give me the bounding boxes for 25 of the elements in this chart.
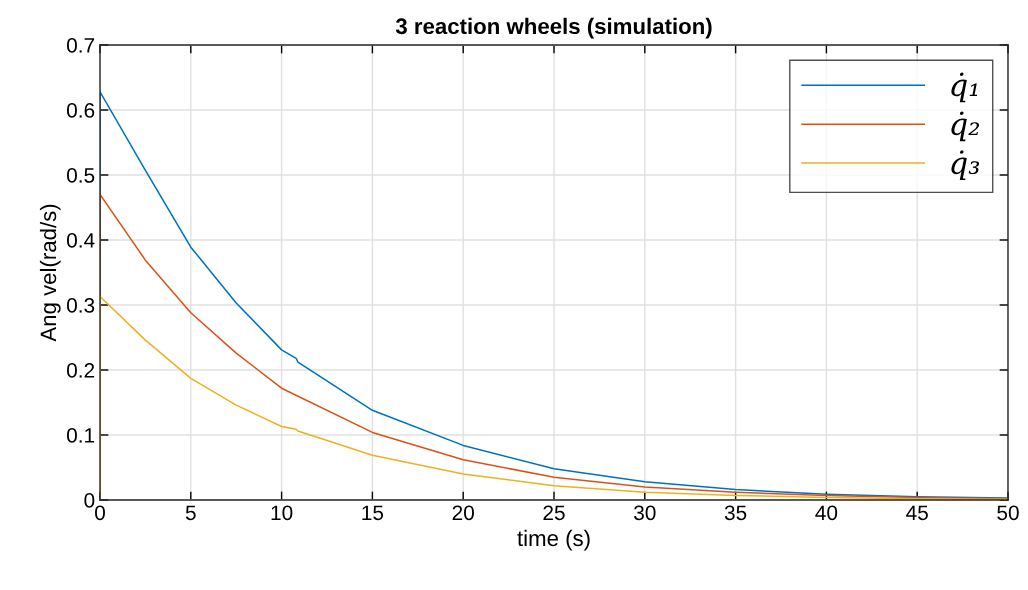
y-tick-label: 0.7 (66, 38, 95, 53)
y-tick-label: 0.3 (66, 298, 95, 313)
x-axis-title: time (s) (517, 529, 590, 551)
chart-title: 3 reaction wheels (simulation) (395, 17, 712, 39)
legend-label: q̇₃ (951, 150, 980, 181)
x-tick-label: 50 (997, 505, 1019, 521)
legend-label: q̇₂ (951, 111, 980, 142)
y-tick-label: 0.2 (66, 363, 95, 378)
y-tick-label: 0.6 (66, 103, 95, 118)
x-tick-label: 45 (906, 505, 928, 521)
y-axis-title: Ang vel(rad/s) (39, 204, 61, 342)
x-tick-label: 25 (543, 505, 565, 521)
x-tick-label: 40 (815, 505, 838, 521)
x-tick-label: 10 (271, 505, 293, 521)
y-tick-label: 0 (84, 493, 95, 508)
x-tick-label: 30 (634, 505, 656, 521)
x-tick-label: 0 (95, 505, 105, 521)
y-tick-label: 0.4 (66, 233, 95, 248)
x-tick-label: 5 (185, 505, 196, 521)
x-tick-label: 20 (452, 505, 474, 521)
y-tick-label: 0.1 (66, 428, 95, 443)
legend-label: q̇₁ (951, 72, 978, 103)
x-tick-label: 15 (362, 505, 384, 521)
x-tick-label: 35 (724, 505, 747, 521)
y-tick-label: 0.5 (66, 168, 95, 183)
